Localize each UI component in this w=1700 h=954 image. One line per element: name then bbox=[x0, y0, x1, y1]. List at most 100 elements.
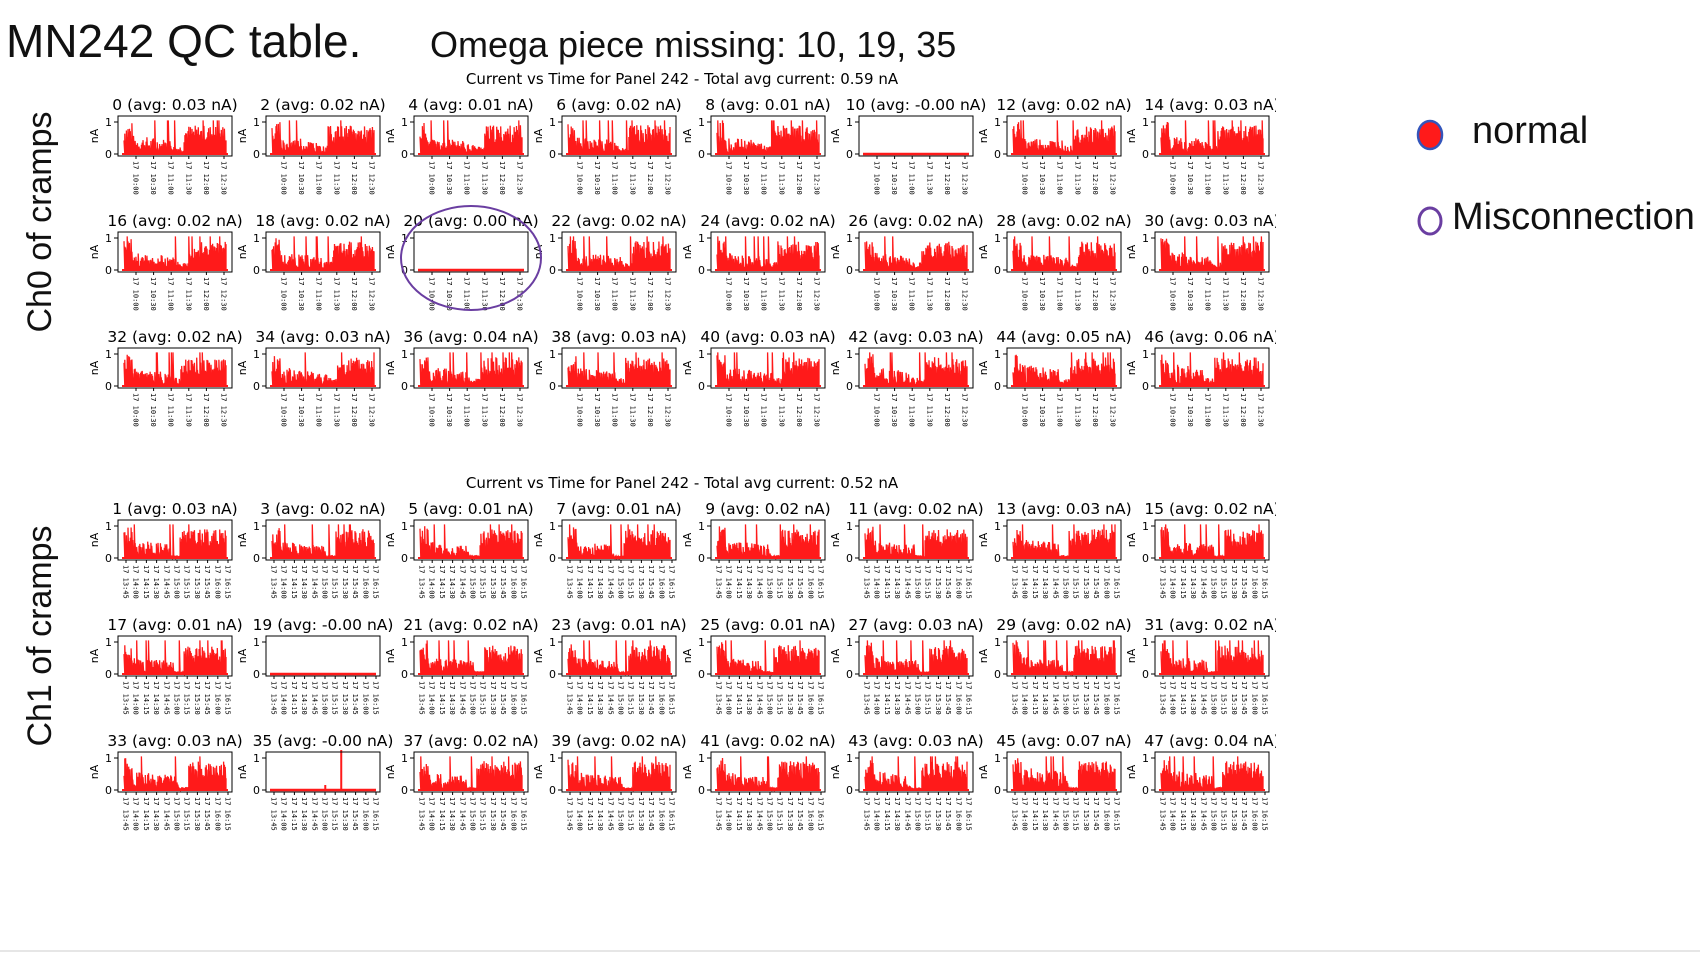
xtick-label: 17 14:00 bbox=[1021, 797, 1029, 831]
xtick-label: 17 15:15 bbox=[331, 797, 339, 831]
xtick-label: 17 14:00 bbox=[428, 565, 436, 599]
xtick-label: 17 11:00 bbox=[167, 393, 175, 427]
subplot-18: 18 (avg: 0.02 nA) 0 1 nA 17 10:00 17 10:30 17 … bbox=[236, 212, 391, 311]
series-trace bbox=[1012, 236, 1116, 271]
xtick-label: 17 14:45 bbox=[755, 565, 763, 599]
xtick-label: 17 13:45 bbox=[418, 681, 426, 715]
subplot-title: 14 (avg: 0.03 nA) bbox=[1144, 96, 1279, 114]
xtick-label: 17 15:45 bbox=[351, 565, 359, 599]
xtick-label: 17 12:00 bbox=[1091, 393, 1099, 427]
xtick-label: 17 16:00 bbox=[1102, 797, 1110, 831]
xtick-label: 17 14:45 bbox=[903, 681, 911, 715]
xtick-label: 17 12:30 bbox=[1257, 393, 1265, 427]
xtick-label: 17 14:30 bbox=[893, 565, 901, 599]
axes-frame bbox=[413, 635, 529, 677]
ytick-label: 0 bbox=[105, 264, 112, 277]
xtick-label: 17 11:00 bbox=[1204, 277, 1212, 311]
series-trace bbox=[716, 524, 820, 561]
xtick-label: 17 12:30 bbox=[220, 161, 228, 195]
xtick-label: 17 13:45 bbox=[1159, 565, 1167, 599]
ytick-label: 0 bbox=[1142, 784, 1149, 797]
xtick-label: 17 14:15 bbox=[883, 565, 891, 599]
xtick-label: 17 13:45 bbox=[418, 565, 426, 599]
xtick-label: 17 14:00 bbox=[873, 681, 881, 715]
axes-frame bbox=[1006, 519, 1122, 561]
subplot-title: 26 (avg: 0.02 nA) bbox=[848, 212, 983, 230]
xtick-label: 17 14:30 bbox=[448, 681, 456, 715]
xtick-label: 17 14:15 bbox=[735, 565, 743, 599]
ylabel: nA bbox=[1125, 648, 1138, 663]
xtick-label: 17 15:15 bbox=[924, 565, 932, 599]
xtick-label: 17 14:15 bbox=[1031, 681, 1039, 715]
xtick-label: 17 15:15 bbox=[183, 797, 191, 831]
series-trace bbox=[1160, 756, 1264, 793]
xtick-label: 17 11:00 bbox=[611, 393, 619, 427]
xtick-label: 17 12:00 bbox=[646, 277, 654, 311]
xtick-label: 17 15:30 bbox=[489, 565, 497, 599]
xtick-label: 17 14:00 bbox=[428, 797, 436, 831]
subplot-title: 44 (avg: 0.05 nA) bbox=[996, 328, 1131, 346]
xtick-label: 17 11:00 bbox=[1056, 393, 1064, 427]
subplot-28: 28 (avg: 0.02 nA) 0 1 nA 17 10:00 17 10:30 17 … bbox=[977, 212, 1132, 311]
xtick-label: 17 12:30 bbox=[516, 277, 524, 311]
xtick-label: 17 12:00 bbox=[1239, 393, 1247, 427]
ytick-label: 0 bbox=[401, 148, 408, 161]
xtick-label: 17 10:00 bbox=[1169, 277, 1177, 311]
subplot-title: 23 (avg: 0.01 nA) bbox=[551, 616, 686, 634]
subplot-title: 29 (avg: 0.02 nA) bbox=[996, 616, 1131, 634]
series-trace bbox=[271, 236, 375, 271]
axes-frame bbox=[858, 115, 974, 157]
ytick-label: 1 bbox=[401, 232, 408, 245]
axes-frame bbox=[1006, 751, 1122, 793]
xtick-label: 17 10:30 bbox=[149, 393, 157, 427]
xtick-label: 17 14:30 bbox=[1041, 797, 1049, 831]
series-trace bbox=[567, 640, 671, 677]
xtick-label: 17 10:00 bbox=[1169, 161, 1177, 195]
ylabel: nA bbox=[829, 532, 842, 547]
xtick-label: 17 11:00 bbox=[611, 277, 619, 311]
xtick-label: 17 14:30 bbox=[1041, 681, 1049, 715]
xtick-label: 17 12:00 bbox=[795, 161, 803, 195]
series-trace bbox=[1012, 524, 1116, 559]
xtick-label: 17 16:00 bbox=[213, 797, 221, 831]
xtick-label: 17 11:30 bbox=[480, 277, 488, 311]
xtick-label: 17 15:45 bbox=[203, 681, 211, 715]
ytick-label: 1 bbox=[105, 348, 112, 361]
series-trace bbox=[123, 524, 227, 561]
xtick-label: 17 15:15 bbox=[924, 797, 932, 831]
ytick-label: 0 bbox=[994, 264, 1001, 277]
xtick-label: 17 15:00 bbox=[173, 565, 181, 599]
xtick-label: 17 16:15 bbox=[372, 681, 380, 715]
xtick-label: 17 14:00 bbox=[873, 797, 881, 831]
ylabel: nA bbox=[829, 244, 842, 259]
xtick-label: 17 14:30 bbox=[152, 797, 160, 831]
xtick-label: 17 15:30 bbox=[786, 565, 794, 599]
xtick-label: 17 11:30 bbox=[777, 277, 785, 311]
axes-frame bbox=[1006, 635, 1122, 677]
axes-frame bbox=[1154, 751, 1270, 793]
subplot-title: 34 (avg: 0.03 nA) bbox=[255, 328, 390, 346]
xtick-label: 17 14:45 bbox=[162, 565, 170, 599]
ylabel: nA bbox=[977, 532, 990, 547]
xtick-label: 17 11:00 bbox=[463, 161, 471, 195]
axes-frame bbox=[710, 635, 826, 677]
xtick-label: 17 13:45 bbox=[715, 565, 723, 599]
ylabel: nA bbox=[236, 648, 249, 663]
xtick-label: 17 11:00 bbox=[908, 277, 916, 311]
ytick-label: 1 bbox=[549, 636, 556, 649]
axes-frame bbox=[265, 635, 381, 677]
xtick-label: 17 16:15 bbox=[372, 797, 380, 831]
xtick-label: 17 16:00 bbox=[1102, 565, 1110, 599]
subplot-title: 8 (avg: 0.01 nA) bbox=[705, 96, 830, 114]
xtick-label: 17 15:00 bbox=[321, 565, 329, 599]
ytick-label: 0 bbox=[549, 264, 556, 277]
xtick-label: 17 10:30 bbox=[445, 161, 453, 195]
xtick-label: 17 10:30 bbox=[890, 393, 898, 427]
axes-frame bbox=[1154, 115, 1270, 157]
xtick-label: 17 15:45 bbox=[796, 565, 804, 599]
ylabel: nA bbox=[977, 244, 990, 259]
ytick-label: 1 bbox=[1142, 636, 1149, 649]
